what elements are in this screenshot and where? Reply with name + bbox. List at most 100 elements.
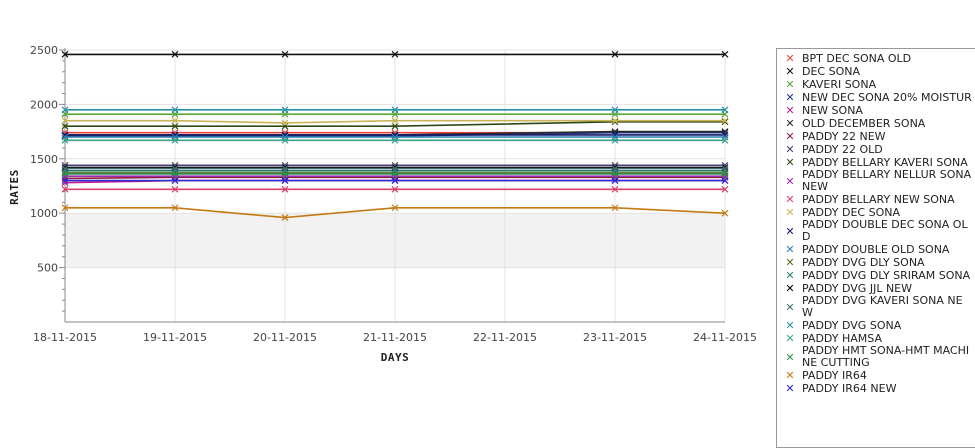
data-point-marker <box>391 164 399 171</box>
series-line <box>65 121 725 127</box>
data-point-marker <box>171 185 179 193</box>
legend-item: ✕ PADDY DOUBLE DEC SONA OLD <box>777 219 975 243</box>
data-point-marker <box>171 177 179 184</box>
data-point-marker <box>281 170 289 178</box>
series-dec-sona <box>61 50 729 58</box>
legend-marker-icon: ✕ <box>785 193 795 206</box>
data-point-marker <box>61 106 69 114</box>
legend-marker-icon: ✕ <box>785 300 795 314</box>
legend-label: PADDY IR64 NEW <box>802 381 897 395</box>
data-point-marker <box>61 122 69 130</box>
data-point-marker <box>171 164 179 171</box>
data-point-marker <box>171 204 179 212</box>
series-paddy-ir64 <box>61 204 729 221</box>
series-lines <box>61 50 729 221</box>
legend-label: KAVERI SONA <box>802 77 877 91</box>
data-point-marker <box>391 106 399 114</box>
legend-item: ✕ DEC SONA <box>777 65 975 78</box>
x-tick-label: 19-11-2015 <box>143 331 207 344</box>
x-tick-label: 22-11-2015 <box>473 331 537 344</box>
legend-label: PADDY 22 OLD <box>802 142 883 156</box>
data-point-marker <box>611 136 619 144</box>
data-point-marker <box>721 165 729 173</box>
y-axis-title: RATES <box>8 169 21 205</box>
legend-item: ✕ PADDY DVG JJL NEW <box>777 282 975 295</box>
legend-marker-icon: ✕ <box>785 52 795 65</box>
data-point-marker <box>611 164 619 171</box>
legend-marker-icon: ✕ <box>785 282 795 295</box>
data-point-marker <box>61 204 69 212</box>
legend-label: BPT DEC SONA OLD <box>802 51 912 65</box>
legend-item: ✕ NEW SONA <box>777 104 975 117</box>
data-point-marker <box>391 136 399 144</box>
data-point-marker <box>721 177 729 184</box>
x-tick-label: 23-11-2015 <box>583 331 647 344</box>
axes: 18-11-2015 19-11-2015 20-11-2015 21-11-2015… <box>30 44 757 344</box>
data-point-marker <box>61 136 69 144</box>
series-paddy-dvg-kaveri-sona-new <box>61 165 729 173</box>
data-point-marker <box>61 164 69 171</box>
data-point-marker <box>391 170 399 178</box>
legend-item: ✕ PADDY 22 OLD <box>777 143 975 156</box>
y-tick-label: 1000 <box>30 207 58 220</box>
data-point-marker <box>281 136 289 144</box>
x-axis-title: DAYS <box>381 351 410 364</box>
y-tick-label: 2500 <box>30 44 58 57</box>
data-point-marker <box>391 204 399 212</box>
data-point-marker <box>281 119 289 127</box>
legend-marker-icon: ✕ <box>785 130 795 143</box>
grid-lines <box>64 49 726 322</box>
data-point-marker <box>281 165 289 173</box>
legend-item: ✕ OLD DECEMBER SONA <box>777 117 975 130</box>
legend-marker-icon: ✕ <box>785 206 795 219</box>
legend-label: NEW SONA <box>802 103 863 117</box>
data-point-marker <box>61 50 69 58</box>
series-line <box>65 119 725 124</box>
legend-marker-icon: ✕ <box>785 243 795 256</box>
legend-label: PADDY 22 NEW <box>802 129 886 143</box>
legend-label: NEW DEC SONA 20% MOISTUR <box>802 90 972 104</box>
x-tick-label: 21-11-2015 <box>363 331 427 344</box>
legend-label: PADDY DVG DLY SONA <box>802 255 925 269</box>
data-point-marker <box>721 170 729 178</box>
series-paddy-dec-sona <box>61 117 729 127</box>
data-point-marker <box>171 122 179 130</box>
data-point-marker <box>281 214 289 221</box>
series-paddy-bellary-kaveri-sona <box>61 118 729 130</box>
data-point-marker <box>391 177 399 184</box>
legend-label: PADDY DEC SONA <box>802 205 901 219</box>
legend-marker-icon: ✕ <box>785 269 795 282</box>
legend-label: PADDY DVG KAVERI SONA NEW <box>802 294 963 319</box>
data-point-marker <box>171 136 179 144</box>
data-point-marker <box>391 50 399 58</box>
line-chart: 18-11-2015 19-11-2015 20-11-2015 21-11-2015… <box>8 44 757 364</box>
legend-item: ✕ PADDY DVG DLY SONA <box>777 256 975 269</box>
data-point-marker <box>391 122 399 130</box>
data-point-marker <box>391 165 399 173</box>
data-point-marker <box>721 117 729 125</box>
data-point-marker <box>721 164 729 171</box>
data-point-marker <box>61 117 69 125</box>
data-point-marker <box>171 170 179 178</box>
legend-item: ✕ NEW DEC SONA 20% MOISTUR <box>777 91 975 104</box>
y-tick-label: 2000 <box>30 98 58 111</box>
legend-item: ✕ PADDY IR64 <box>777 369 975 382</box>
legend-marker-icon: ✕ <box>785 319 795 332</box>
series-line <box>64 176 725 180</box>
data-point-marker <box>171 50 179 58</box>
legend-marker-icon: ✕ <box>785 350 795 364</box>
data-point-marker <box>721 185 729 193</box>
series-line <box>65 207 726 219</box>
data-point-marker <box>391 117 399 125</box>
data-point-marker <box>721 50 729 58</box>
series-paddy-dvg-jjl-new <box>61 164 729 171</box>
legend-label: DEC SONA <box>802 64 860 78</box>
legend-marker-icon: ✕ <box>785 224 795 238</box>
data-point-marker <box>611 106 619 114</box>
data-point-marker <box>171 117 179 125</box>
data-point-marker <box>611 177 619 184</box>
data-point-marker <box>281 177 289 184</box>
y-tick-label: 1500 <box>30 153 58 166</box>
legend-item: ✕ BPT DEC SONA OLD <box>777 52 975 65</box>
data-point-marker <box>611 185 619 193</box>
